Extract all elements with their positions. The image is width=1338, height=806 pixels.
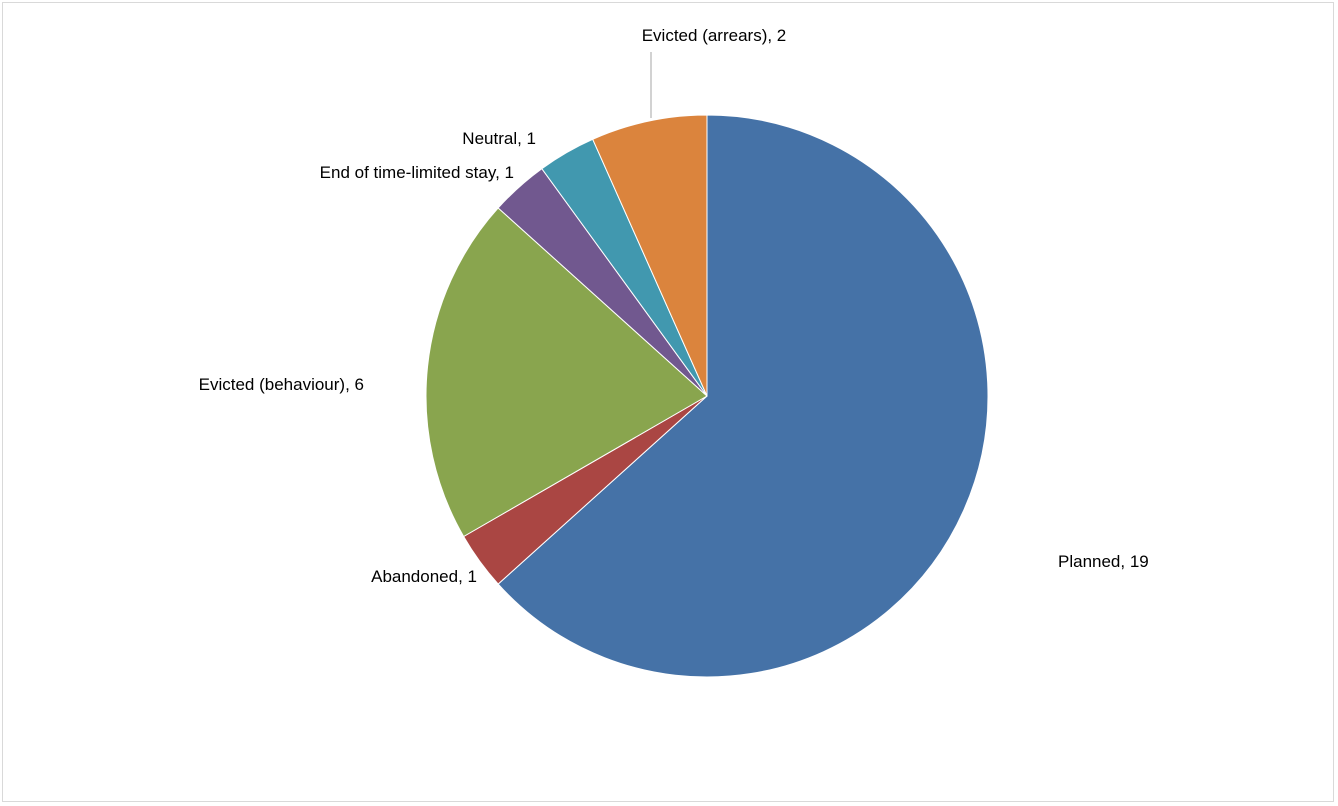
data-label-end-of-time-limited-stay: End of time-limited stay, 1: [320, 163, 514, 182]
data-label-evicted-arrears: Evicted (arrears), 2: [642, 26, 787, 45]
data-label-neutral: Neutral, 1: [462, 129, 536, 148]
data-label-planned: Planned, 19: [1058, 552, 1149, 571]
data-labels: Planned, 19 Abandoned, 1 Evicted (behaviou…: [199, 26, 1149, 586]
data-label-evicted-behaviour: Evicted (behaviour), 6: [199, 375, 364, 394]
pie-slice-evicted-arrears: [592, 114, 708, 397]
data-label-abandoned: Abandoned, 1: [371, 567, 477, 586]
pie-slice-planned: [497, 114, 989, 678]
pie-slices: [425, 114, 989, 678]
pie-slice-evicted-behaviour: [425, 207, 708, 538]
